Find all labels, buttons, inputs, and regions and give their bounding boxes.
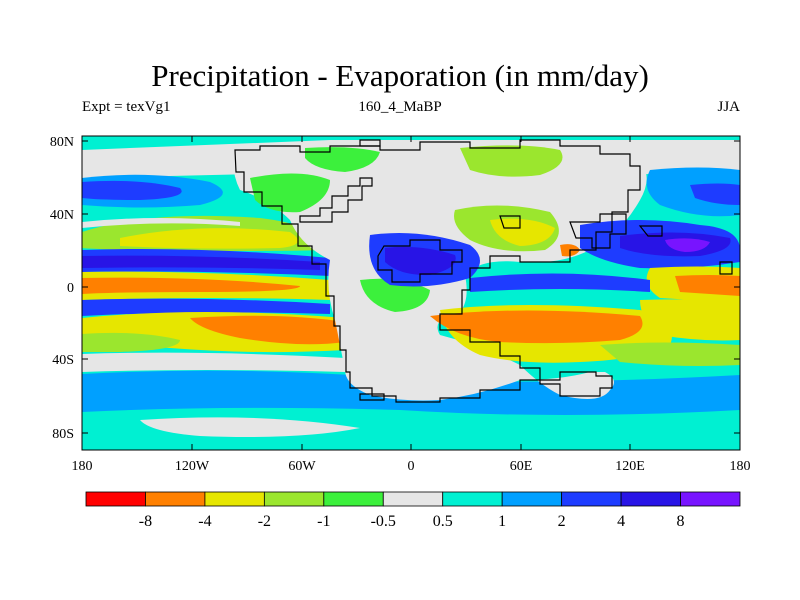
field-namerica-green	[250, 173, 330, 213]
field-nsubtrop-pale	[82, 218, 240, 228]
coast-island-1	[638, 225, 663, 237]
field-npacific-core	[82, 180, 182, 200]
colorbar-label-2: -2	[258, 513, 271, 530]
lon-label-0: 0	[408, 459, 415, 474]
colorbar-label-8: 4	[617, 513, 625, 530]
colorbar-swatch-6	[442, 491, 503, 507]
field-eastern-monsoon-peak	[665, 238, 710, 252]
season-label: JJA	[717, 99, 740, 115]
lon-label-120w: 120W	[175, 459, 210, 474]
colorbar-swatch-0	[85, 491, 146, 507]
field-nwpacific-core	[690, 183, 740, 205]
colorbar-swatch-10	[680, 491, 741, 507]
field-e-itcz	[470, 273, 650, 292]
experiment-label: Expt = texVg1	[82, 99, 171, 115]
field-se-green	[600, 342, 740, 366]
coast-island-5	[359, 139, 381, 147]
lon-label-60w: 60W	[288, 459, 316, 474]
coastline-layer	[234, 139, 733, 403]
colorbar-label-1: -4	[198, 513, 211, 530]
colorbar-swatch-8	[561, 491, 622, 507]
lat-label-40n: 40N	[50, 208, 74, 223]
field-spcz	[82, 298, 330, 316]
lon-label-180e: 180	[730, 459, 751, 474]
field-spacific-orange	[190, 315, 345, 345]
field-nsubtrop-yellow	[120, 228, 298, 249]
field-layer	[82, 136, 740, 450]
coast-north-basin	[299, 177, 373, 223]
colorbar-swatch-2	[204, 491, 265, 507]
colorbar-label-0: -8	[139, 513, 152, 530]
lat-label-80s: 80S	[52, 427, 74, 442]
field-eq-pacific-orange	[82, 277, 300, 294]
colorbar-swatch-9	[620, 491, 681, 507]
field-africa-green	[360, 278, 430, 312]
colorbar-label-6: 1	[498, 513, 506, 530]
field-s-pangaea-orange	[430, 310, 643, 344]
lon-label-180w: 180	[72, 459, 93, 474]
field-siberia-green	[460, 145, 563, 177]
lat-label-80n: 80N	[50, 135, 74, 150]
field-itcz-pacific-core	[82, 255, 320, 270]
lat-axis: 80N 40N 0 40S 80S	[50, 135, 740, 442]
field-arctic-green	[305, 147, 380, 172]
field-spacific-pale	[82, 352, 345, 372]
plot-title: Precipitation - Evaporation (in mm/day)	[151, 58, 649, 93]
colorbar-label-9: 8	[677, 513, 685, 530]
colorbar-swatch-5	[382, 491, 444, 507]
field-se-yellow	[640, 299, 740, 341]
field-antarctic-pale	[140, 417, 360, 437]
field-e-eq-orange	[675, 275, 740, 296]
colorbar-swatch-1	[145, 491, 206, 507]
period-label: 160_4_MaBP	[358, 99, 442, 115]
coast-tethys-sea	[377, 239, 463, 283]
coast-island-4	[359, 393, 385, 401]
coast-pangaea	[234, 139, 641, 403]
coast-east-block	[569, 213, 627, 249]
colorbar-swatch-7	[501, 491, 563, 507]
lon-label-120e: 120E	[615, 459, 645, 474]
lon-axis: 180 120W 60W 0 60E 120E 180	[72, 136, 751, 474]
lon-label-60e: 60E	[510, 459, 533, 474]
colorbar-label-5: 0.5	[433, 513, 453, 530]
field-spacific-green	[82, 332, 180, 352]
colorbar-swatch-3	[263, 491, 325, 507]
lat-label-40s: 40S	[52, 353, 74, 368]
colorbar-swatch-4	[323, 491, 384, 507]
colorbar-label-7: 2	[558, 513, 566, 530]
field-tethys-yellow	[490, 218, 555, 246]
coast-island-2	[499, 215, 521, 229]
coast-island-3	[719, 261, 733, 275]
colorbar-label-3: -1	[317, 513, 330, 530]
lat-label-0: 0	[67, 281, 74, 296]
colorbar: -8 -4 -2 -1 -0.5 0.5 1 2 4 8	[85, 491, 741, 530]
field-tethys-wet-core	[385, 246, 456, 276]
colorbar-label-4: -0.5	[371, 513, 396, 530]
